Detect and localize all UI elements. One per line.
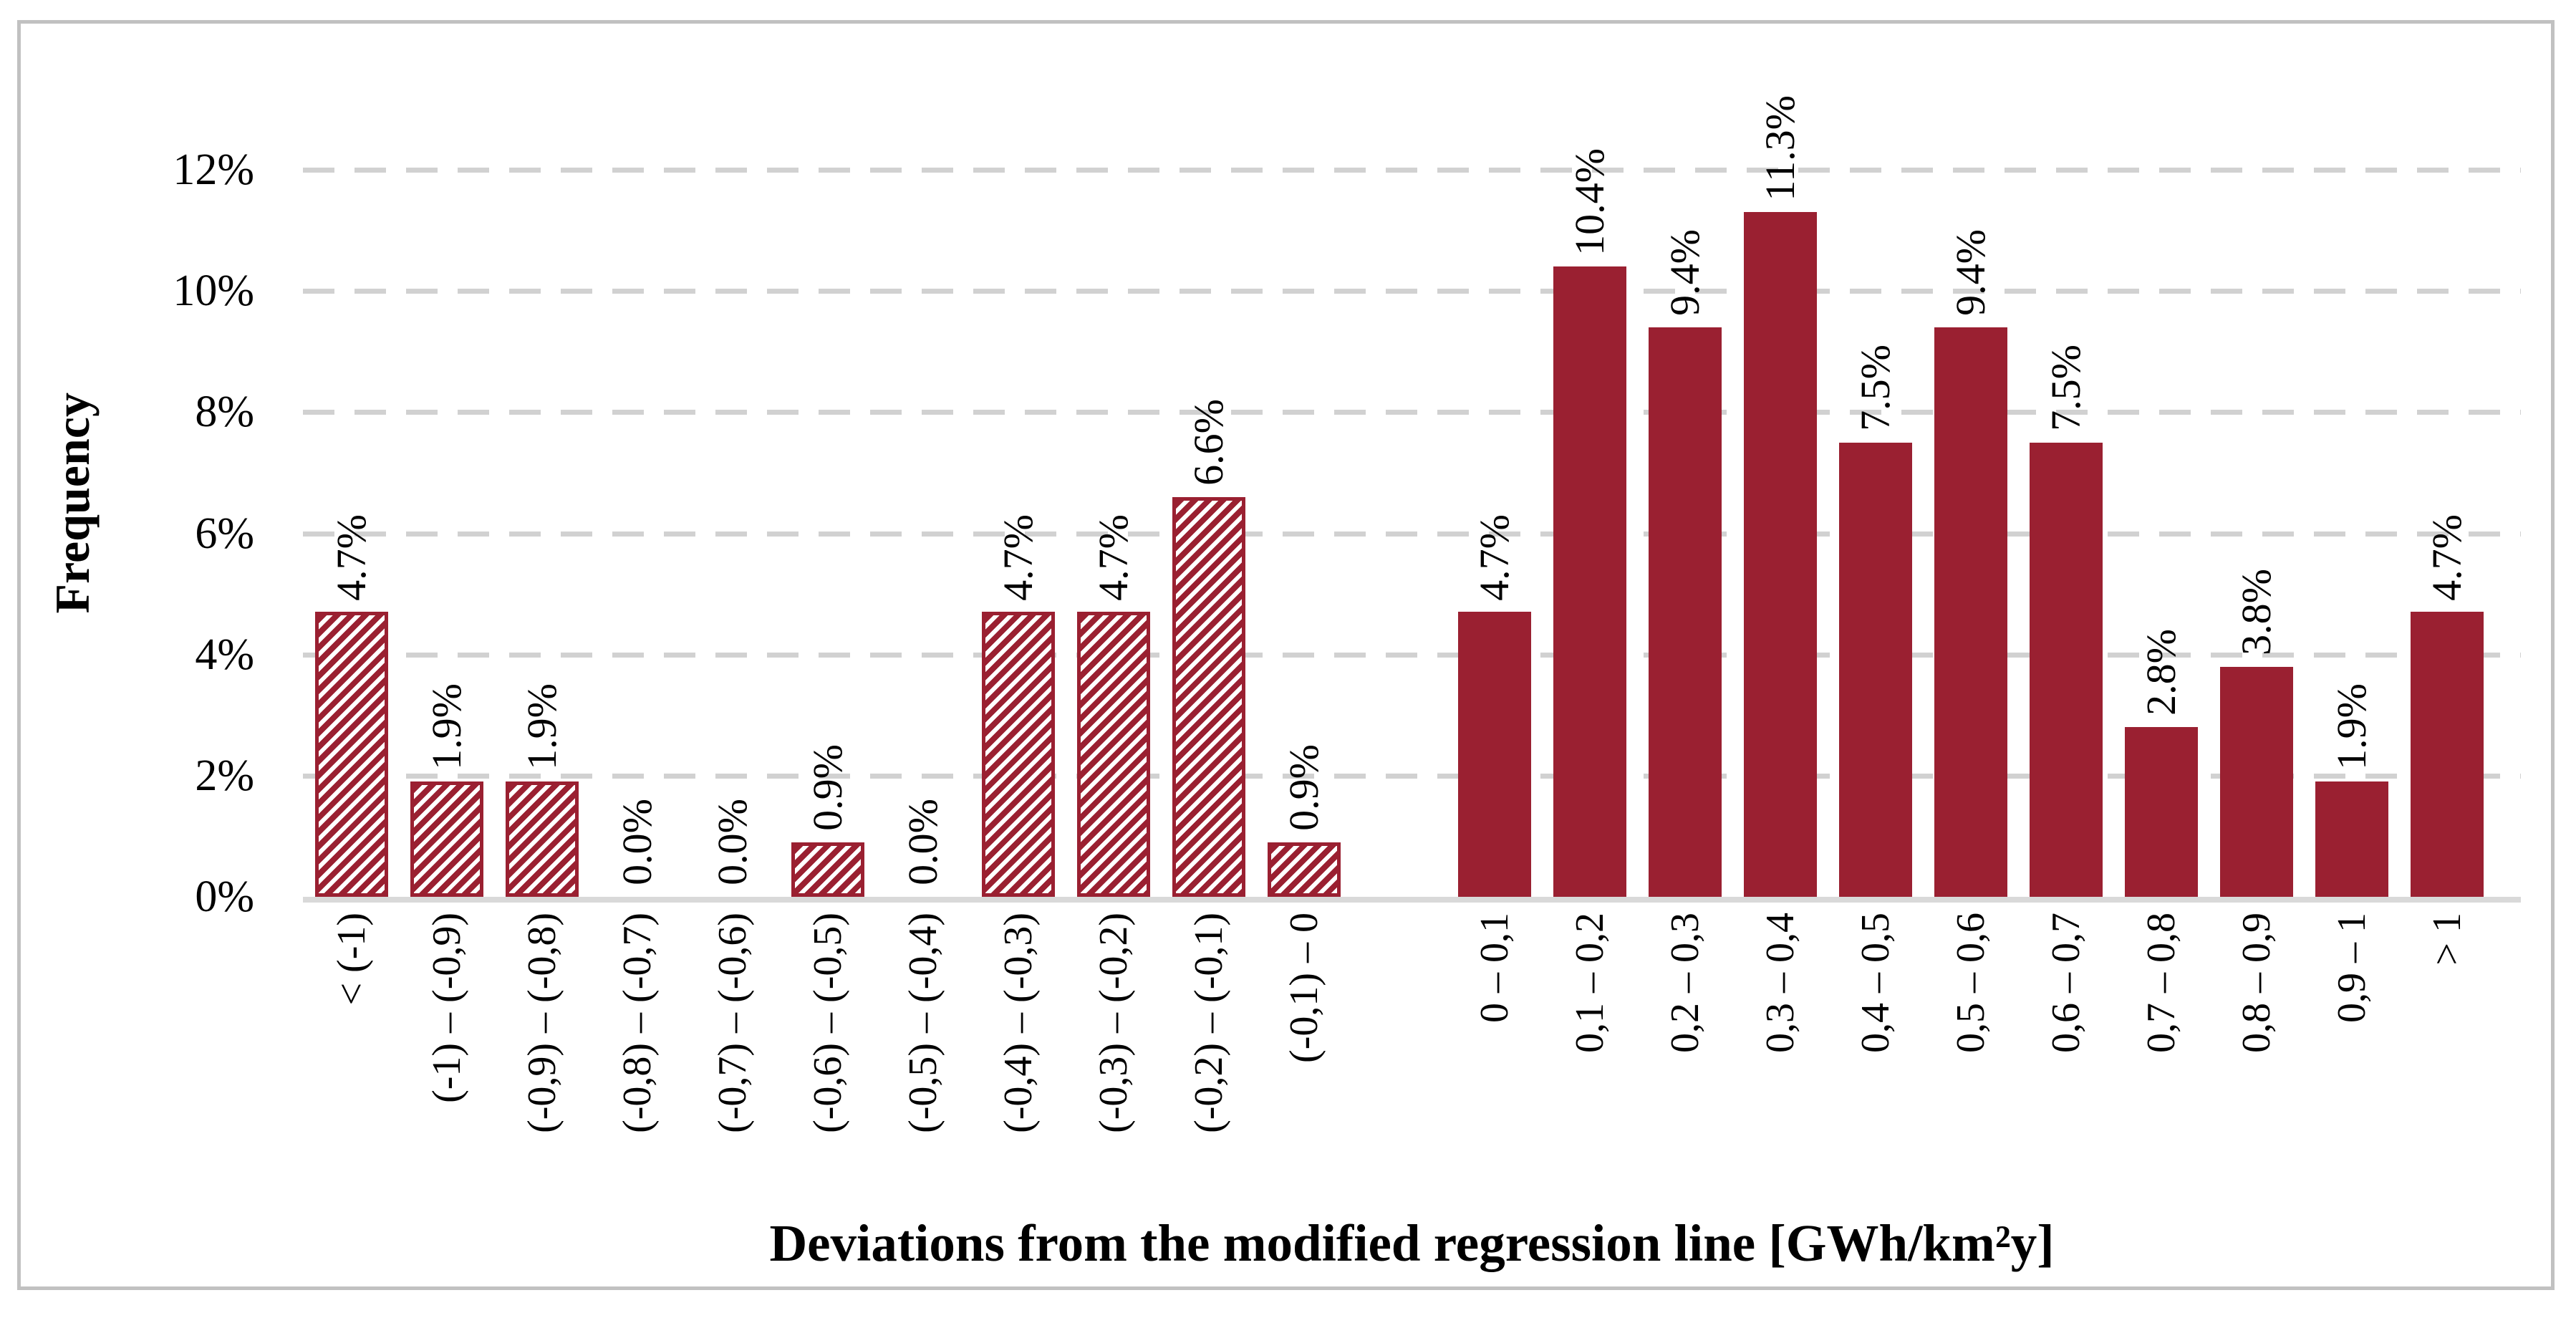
bar [2315, 781, 2388, 897]
x-category-label: (-0,2) – (-0,1) [1187, 913, 1231, 1133]
bar-value-label: 3.8% [2233, 568, 2280, 655]
bar-value-label: 0.9% [804, 744, 851, 831]
bar [2220, 666, 2293, 897]
bar [1553, 266, 1626, 897]
x-category-label: (-1) – (-0,9) [425, 913, 469, 1103]
x-category-label: 0,1 – 0,2 [1568, 913, 1612, 1053]
bar-value-label: 1.9% [2328, 683, 2375, 771]
bar-value-label: 4.7% [1471, 514, 1518, 601]
x-category-label: (-0,8) – (-0,7) [615, 913, 660, 1133]
x-category-label: 0,2 – 0,3 [1663, 913, 1707, 1053]
x-category-label: 0,9 – 1 [2330, 913, 2374, 1023]
bar-value-label: 4.7% [328, 514, 375, 601]
bar-value-label: 11.3% [1757, 95, 1803, 201]
x-category-label: 0,6 – 0,7 [2044, 913, 2088, 1053]
gridline-8% [303, 410, 2521, 415]
bar [791, 842, 864, 897]
bar-value-label: 4.7% [995, 514, 1041, 601]
y-tick-label-6%: 6% [195, 509, 254, 558]
bar-value-label: 1.9% [423, 683, 470, 771]
bar [315, 612, 388, 897]
bar [1649, 327, 1722, 897]
bar-value-label: 0.0% [709, 799, 756, 885]
bar-value-label: 6.6% [1185, 398, 1232, 486]
bar [2411, 612, 2484, 897]
bar-value-label: 7.5% [1852, 344, 1899, 431]
bar [1744, 212, 1817, 897]
bar [410, 781, 483, 897]
x-category-label: 0,5 – 0,6 [1949, 913, 1993, 1053]
gridline-10% [303, 289, 2521, 294]
x-category-label: 0,4 – 0,5 [1853, 913, 1898, 1053]
bar [1934, 327, 2007, 897]
bar [1268, 842, 1341, 897]
y-tick-label-0%: 0% [195, 872, 254, 921]
x-category-label: (-0,7) – (-0,6) [710, 913, 755, 1133]
bar-value-label: 0.0% [614, 799, 660, 885]
x-category-label: 0,8 – 0,9 [2234, 913, 2279, 1053]
y-tick-label-12%: 12% [173, 145, 254, 194]
bar [1172, 496, 1245, 897]
x-category-label: 0,7 – 0,8 [2139, 913, 2184, 1053]
bar [1458, 612, 1531, 897]
gridline-4% [303, 652, 2521, 658]
x-category-label: (-0,3) – (-0,2) [1091, 913, 1136, 1133]
x-category-label: (-0,4) – (-0,3) [996, 913, 1041, 1133]
x-category-label: (-0,6) – (-0,5) [806, 913, 850, 1133]
y-tick-label-2%: 2% [195, 751, 254, 800]
bar-value-label: 0.9% [1280, 744, 1327, 831]
figure-border [17, 20, 2555, 1290]
x-category-label: (-0,1) – 0 [1282, 913, 1326, 1063]
bar-value-label: 1.9% [518, 683, 565, 771]
gridline-2% [303, 773, 2521, 779]
x-axis-title: Deviations from the modified regression … [769, 1214, 2055, 1272]
gridline-12% [303, 168, 2521, 173]
bar-value-label: 0.0% [899, 799, 946, 885]
bar-value-label: 7.5% [2042, 344, 2089, 431]
y-tick-label-8%: 8% [195, 388, 254, 437]
bar-value-label: 9.4% [1947, 229, 1994, 316]
y-tick-label-4%: 4% [195, 630, 254, 679]
y-tick-label-10%: 10% [173, 266, 254, 316]
x-category-label: > 1 [2425, 913, 2469, 966]
bar-value-label: 9.4% [1661, 229, 1708, 316]
bar [506, 781, 579, 897]
x-axis-line [303, 897, 2521, 903]
x-category-label: (-0,9) – (-0,8) [520, 913, 564, 1133]
plot-area: 4.7% 1.9% 1.9% 0.0% 0.0% 0.9% 0.0% 4.7% 4.7% 6.6%… [303, 0, 2521, 897]
bar-value-label: 4.7% [2423, 514, 2470, 601]
bar [2030, 442, 2103, 897]
bar-value-label: 4.7% [1090, 514, 1137, 601]
bar [1077, 612, 1150, 897]
bar-value-label: 10.4% [1566, 148, 1613, 256]
bar-value-label: 2.8% [2138, 629, 2184, 716]
x-category-label: 0 – 0,1 [1472, 913, 1517, 1023]
bar [982, 612, 1055, 897]
bar [2125, 727, 2198, 897]
gridline-6% [303, 531, 2521, 537]
x-category-label: (-0,5) – (-0,4) [901, 913, 945, 1133]
bar [1839, 442, 1912, 897]
x-category-label: < (-1) [329, 913, 374, 1006]
x-category-label: 0,3 – 0,4 [1758, 913, 1803, 1053]
